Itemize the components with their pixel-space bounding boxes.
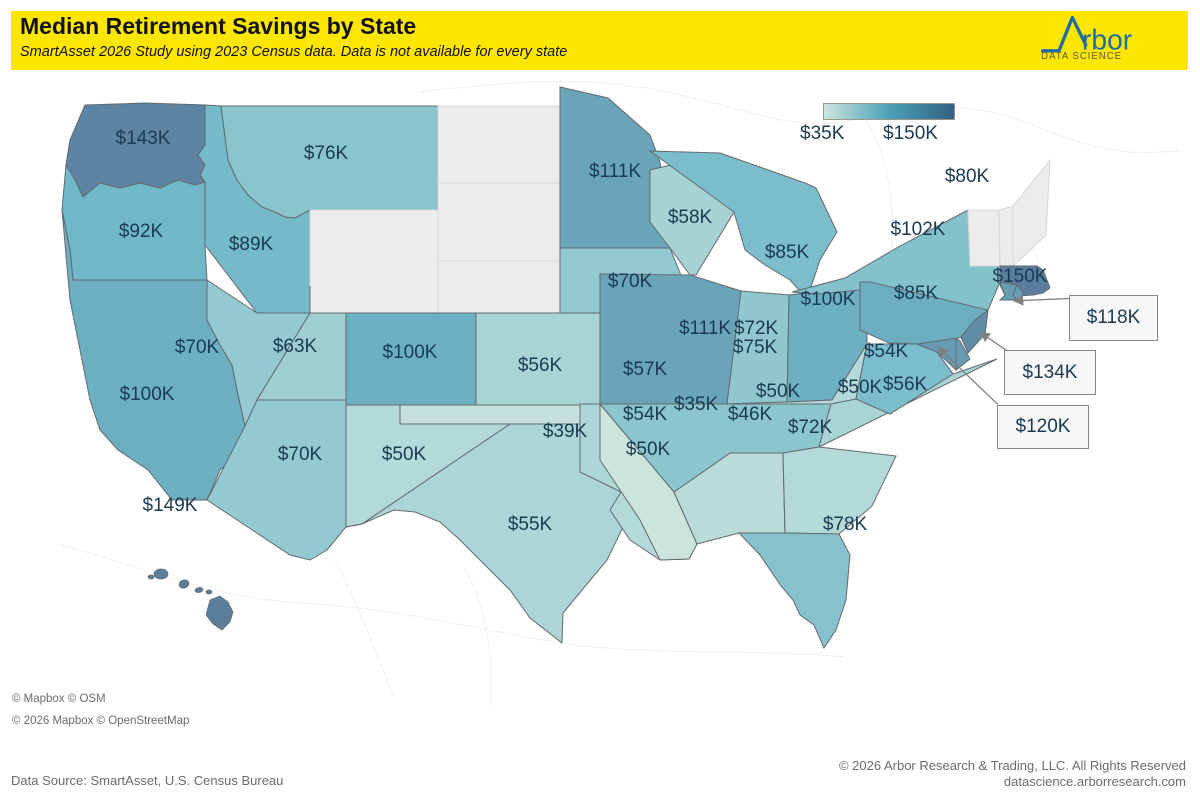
svg-text:$46K: $46K (728, 404, 773, 425)
svg-text:$78K: $78K (823, 514, 868, 535)
svg-text:$75K: $75K (733, 337, 778, 358)
svg-text:$72K: $72K (734, 318, 779, 339)
svg-text:$100K: $100K (801, 289, 856, 310)
svg-text:$63K: $63K (273, 336, 318, 357)
svg-text:$54K: $54K (864, 341, 909, 362)
svg-text:$70K: $70K (278, 444, 323, 465)
svg-text:$57K: $57K (623, 359, 668, 380)
svg-text:$150K: $150K (993, 266, 1048, 287)
svg-text:$54K: $54K (623, 404, 668, 425)
svg-text:$100K: $100K (383, 342, 438, 363)
svg-text:$39K: $39K (543, 421, 588, 442)
svg-text:$50K: $50K (382, 444, 427, 465)
svg-text:DATA SCIENCE: DATA SCIENCE (1041, 51, 1122, 62)
svg-text:$58K: $58K (668, 207, 713, 228)
svg-text:$70K: $70K (175, 337, 220, 358)
svg-text:$111K: $111K (589, 161, 641, 182)
svg-text:$149K: $149K (143, 495, 198, 516)
svg-text:$70K: $70K (608, 271, 653, 292)
svg-text:$50K: $50K (838, 377, 883, 398)
svg-text:$85K: $85K (765, 242, 810, 263)
svg-text:$92K: $92K (119, 221, 164, 242)
svg-text:$50K: $50K (626, 439, 671, 460)
svg-text:$56K: $56K (518, 355, 563, 376)
svg-text:$56K: $56K (883, 374, 928, 395)
svg-text:$102K: $102K (891, 219, 946, 240)
svg-text:$72K: $72K (788, 417, 833, 438)
svg-text:$50K: $50K (756, 381, 801, 402)
svg-text:$100K: $100K (120, 384, 175, 405)
svg-text:$55K: $55K (508, 514, 553, 535)
svg-text:$80K: $80K (945, 166, 990, 187)
svg-text:$35K: $35K (674, 394, 719, 415)
svg-text:$111K: $111K (679, 318, 731, 339)
svg-text:$89K: $89K (229, 234, 274, 255)
svg-text:$85K: $85K (894, 283, 939, 304)
svg-text:$76K: $76K (304, 143, 349, 164)
svg-text:$143K: $143K (116, 128, 171, 149)
